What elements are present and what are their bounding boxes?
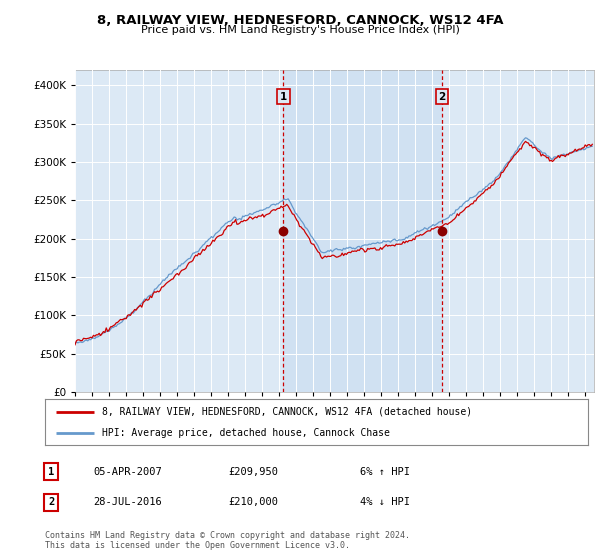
Text: Price paid vs. HM Land Registry's House Price Index (HPI): Price paid vs. HM Land Registry's House … [140, 25, 460, 35]
Text: 1: 1 [48, 466, 54, 477]
Text: 1: 1 [280, 92, 287, 102]
Text: 2: 2 [48, 497, 54, 507]
Text: 05-APR-2007: 05-APR-2007 [93, 466, 162, 477]
Text: £210,000: £210,000 [228, 497, 278, 507]
Text: HPI: Average price, detached house, Cannock Chase: HPI: Average price, detached house, Cann… [102, 428, 390, 438]
Text: 6% ↑ HPI: 6% ↑ HPI [360, 466, 410, 477]
Text: Contains HM Land Registry data © Crown copyright and database right 2024.
This d: Contains HM Land Registry data © Crown c… [45, 531, 410, 550]
Text: 4% ↓ HPI: 4% ↓ HPI [360, 497, 410, 507]
Text: 2: 2 [439, 92, 446, 102]
Text: 8, RAILWAY VIEW, HEDNESFORD, CANNOCK, WS12 4FA: 8, RAILWAY VIEW, HEDNESFORD, CANNOCK, WS… [97, 14, 503, 27]
Bar [283, 70, 442, 392]
Text: 28-JUL-2016: 28-JUL-2016 [93, 497, 162, 507]
Text: £209,950: £209,950 [228, 466, 278, 477]
Text: 8, RAILWAY VIEW, HEDNESFORD, CANNOCK, WS12 4FA (detached house): 8, RAILWAY VIEW, HEDNESFORD, CANNOCK, WS… [102, 407, 472, 417]
